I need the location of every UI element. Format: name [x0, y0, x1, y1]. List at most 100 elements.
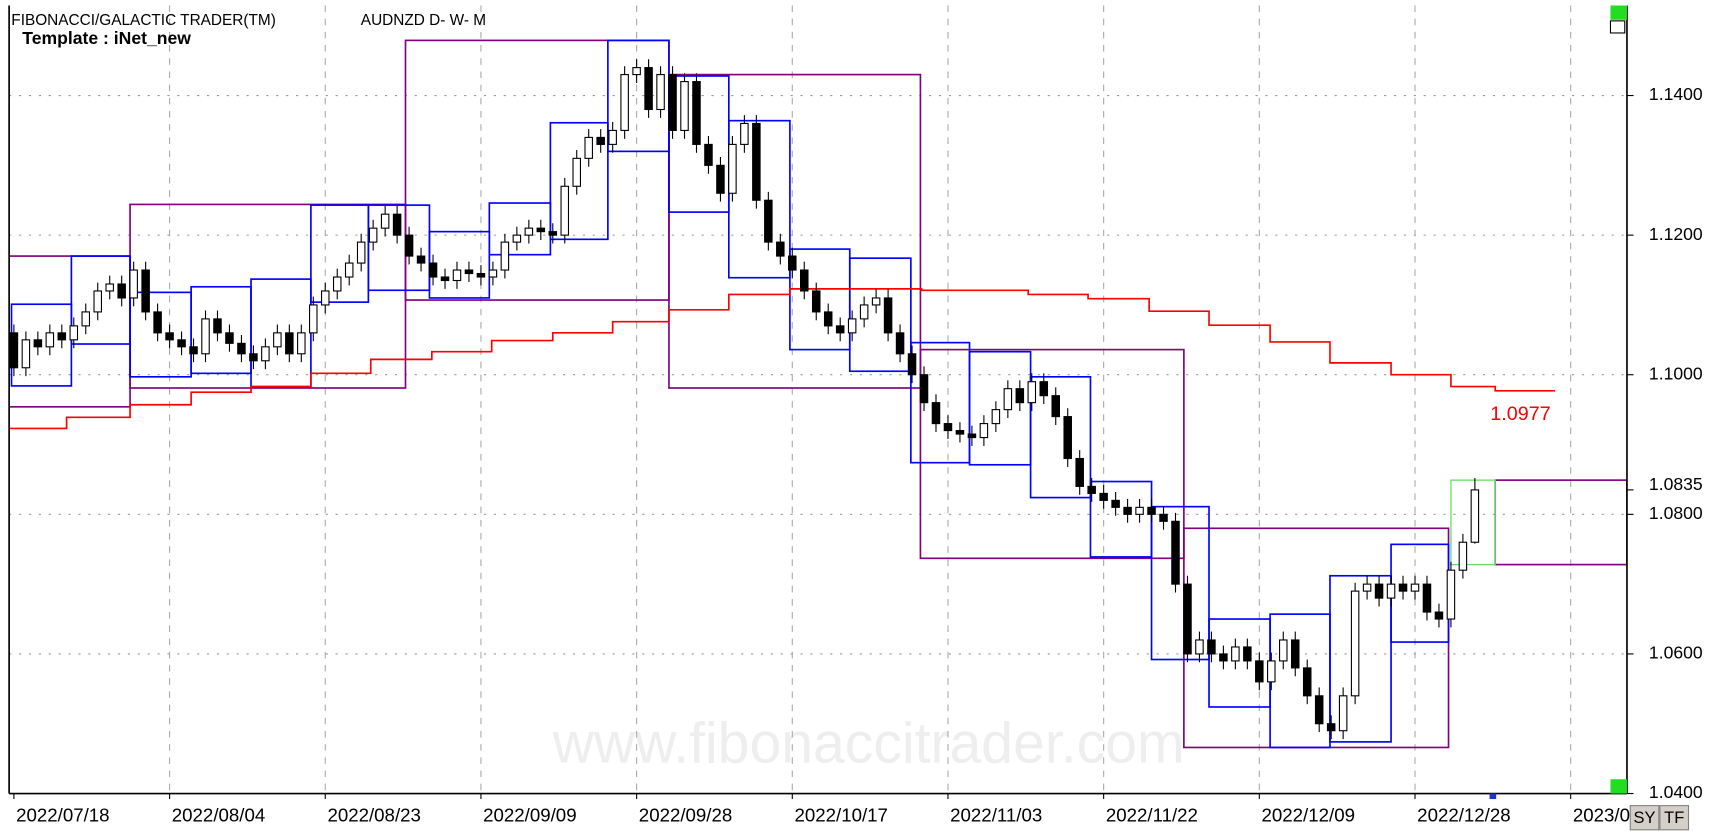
y-tick-label: 1.0800 — [1649, 503, 1703, 523]
corner-icon — [1609, 20, 1626, 34]
candle-body — [1398, 583, 1408, 592]
candle-body — [237, 342, 246, 355]
corner-marker — [1610, 779, 1627, 794]
x-tick-label: 2023/0 — [1573, 805, 1630, 826]
candle-body — [1207, 639, 1216, 655]
candle-body — [1374, 583, 1384, 599]
candle-body — [548, 231, 558, 236]
template-label: Template : iNet_new — [22, 28, 191, 48]
candle-body — [907, 353, 917, 376]
candle-body — [165, 332, 174, 341]
candle-body — [1410, 583, 1420, 592]
candle-body — [1314, 695, 1324, 725]
watermark: www.fibonaccitrader.com — [552, 711, 1185, 775]
candle-body — [955, 430, 965, 435]
candle-body — [476, 272, 486, 278]
x-tick-label: 2022/12/28 — [1417, 805, 1510, 826]
x-tick-label: 2022/11/03 — [950, 805, 1042, 826]
candle-body — [297, 332, 306, 355]
candle-body — [512, 234, 522, 243]
toolbar-button-label[interactable]: SY — [1634, 809, 1656, 827]
candle-body — [524, 227, 534, 236]
candle-body — [931, 402, 941, 425]
candle-body — [632, 67, 641, 76]
plot-area — [9, 39, 1627, 749]
candle-body — [800, 269, 809, 292]
candle-body — [668, 74, 677, 131]
candle-body — [1458, 541, 1468, 571]
candle-body — [117, 283, 126, 299]
candle-body — [1171, 520, 1180, 585]
candle-body — [728, 143, 737, 194]
toolbar-button-label[interactable]: TF — [1664, 809, 1684, 827]
candle-body — [404, 234, 414, 257]
candle-body — [1219, 653, 1228, 662]
candle-body — [249, 353, 258, 362]
x-tick-label: 2022/12/09 — [1262, 805, 1355, 826]
y-tick-label: 1.0600 — [1649, 643, 1703, 663]
candle-body — [1243, 646, 1252, 662]
candle-body — [764, 199, 773, 243]
candle-body — [1123, 506, 1132, 515]
candle-body — [356, 241, 366, 264]
candle-body — [1255, 660, 1264, 683]
x-tick-label: 2022/10/17 — [794, 805, 887, 826]
x-tick-label: 2022/08/23 — [327, 805, 420, 826]
x-tick-label: 2022/08/04 — [172, 805, 265, 826]
candle-body — [440, 276, 450, 282]
monthly-box — [668, 73, 922, 389]
candle-body — [488, 269, 498, 278]
candle-body — [213, 318, 222, 334]
candle-body — [883, 297, 893, 334]
candle-body — [1039, 381, 1049, 397]
y-tick-label: 1.0400 — [1649, 782, 1703, 802]
candle-body — [1063, 416, 1072, 460]
candle-body — [129, 269, 138, 299]
candle-body — [1111, 499, 1120, 508]
x-tick-label: 2022/07/18 — [16, 805, 109, 826]
candle-body — [656, 74, 665, 111]
candle-body — [309, 304, 318, 334]
candle-body — [500, 241, 510, 271]
candle-body — [752, 122, 761, 201]
candle-body — [776, 241, 785, 257]
candle-body — [1326, 723, 1336, 732]
candle-body — [560, 185, 570, 236]
candle-body — [93, 290, 102, 313]
weekly-box — [1150, 505, 1210, 661]
weekly-box — [727, 119, 791, 279]
red-line — [9, 288, 1556, 430]
candle-body — [1159, 513, 1168, 522]
candle-body — [452, 269, 462, 282]
candle-body — [991, 409, 1001, 425]
candle-body — [189, 346, 198, 355]
toolbar-button[interactable] — [1659, 805, 1690, 831]
candle-body — [943, 423, 953, 432]
candle-body — [847, 318, 857, 334]
candle-body — [1135, 506, 1144, 515]
candle-body — [1075, 457, 1084, 487]
weekly-box — [549, 121, 609, 241]
red-line-label: 1.0977 — [1490, 403, 1550, 425]
candle-body — [81, 311, 91, 327]
candle-body — [859, 304, 869, 320]
candle-body — [979, 423, 989, 439]
candle-body — [1362, 583, 1372, 592]
candle-body — [704, 143, 713, 166]
candle-body — [21, 339, 31, 369]
candle-body — [644, 67, 653, 111]
time-marker — [1489, 793, 1497, 800]
candle-body — [572, 157, 582, 187]
candle-body — [332, 276, 342, 292]
candle-body — [1003, 388, 1013, 411]
candle-body — [368, 227, 378, 243]
candle-body — [1386, 583, 1396, 599]
candle-body — [788, 255, 797, 271]
candle-body — [967, 433, 977, 439]
candle-body — [153, 311, 162, 334]
toolbar-button[interactable] — [1629, 805, 1660, 831]
candle-body — [1231, 646, 1240, 662]
candle-body — [584, 136, 593, 159]
